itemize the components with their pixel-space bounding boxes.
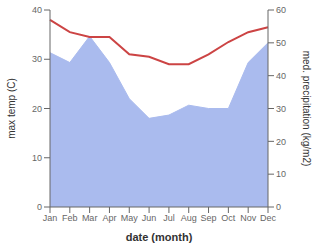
svg-text:May: May (121, 213, 139, 223)
svg-text:10: 10 (276, 169, 286, 179)
svg-text:30: 30 (276, 104, 286, 114)
svg-text:Dec: Dec (260, 213, 277, 223)
svg-text:med. precipitation (kg/m2): med. precipitation (kg/m2) (301, 51, 310, 167)
svg-text:Apr: Apr (102, 213, 116, 223)
svg-text:Nov: Nov (240, 213, 257, 223)
svg-text:20: 20 (32, 104, 42, 114)
svg-text:Jul: Jul (163, 213, 175, 223)
svg-text:Jan: Jan (43, 213, 58, 223)
svg-text:0: 0 (37, 202, 42, 212)
svg-text:Feb: Feb (62, 213, 78, 223)
svg-text:Sep: Sep (201, 213, 217, 223)
svg-text:40: 40 (276, 71, 286, 81)
svg-text:Jun: Jun (142, 213, 157, 223)
svg-text:Aug: Aug (181, 213, 197, 223)
svg-text:10: 10 (32, 153, 42, 163)
svg-text:30: 30 (32, 54, 42, 64)
svg-text:date (month): date (month) (126, 231, 193, 243)
svg-text:50: 50 (276, 38, 286, 48)
svg-text:Oct: Oct (221, 213, 236, 223)
svg-text:40: 40 (32, 5, 42, 15)
svg-text:Mar: Mar (82, 213, 98, 223)
svg-text:max temp (C): max temp (C) (8, 78, 17, 139)
svg-text:60: 60 (276, 5, 286, 15)
svg-text:0: 0 (276, 202, 281, 212)
svg-text:20: 20 (276, 137, 286, 147)
